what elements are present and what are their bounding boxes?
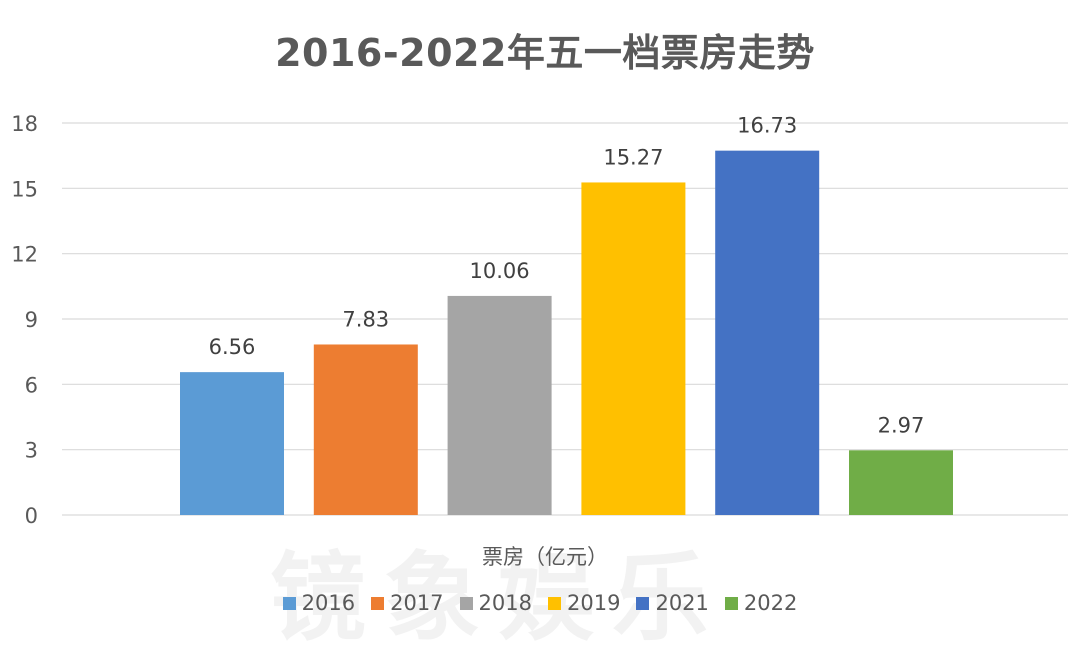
bars bbox=[180, 150, 953, 515]
bar-chart: 0 3 6 9 12 15 18 6.56 7.83 10.06 15.27 16.73 2.97 bbox=[11, 112, 1068, 528]
y-tick-label: 3 bbox=[25, 439, 38, 463]
y-axis-ticks: 0 3 6 9 12 15 18 bbox=[11, 112, 38, 528]
x-axis-label: 票房（亿元） bbox=[482, 545, 608, 569]
legend-label: 2018 bbox=[478, 591, 532, 615]
legend-swatch bbox=[724, 596, 738, 610]
data-label-2018: 10.06 bbox=[470, 259, 530, 283]
bar-2018 bbox=[447, 295, 552, 515]
data-label-2021: 16.73 bbox=[737, 114, 797, 138]
legend-label: 2016 bbox=[301, 591, 356, 615]
data-label-2019: 15.27 bbox=[603, 145, 663, 169]
legend-swatch bbox=[548, 596, 561, 610]
legend-label: 2021 bbox=[655, 591, 709, 615]
bar-2017 bbox=[313, 344, 418, 515]
y-tick-label: 15 bbox=[11, 177, 38, 201]
data-label-2017: 7.83 bbox=[342, 307, 389, 331]
y-tick-label: 0 bbox=[25, 504, 38, 528]
legend-item-2016: 2016 bbox=[282, 591, 356, 615]
legend-swatch bbox=[371, 596, 385, 610]
watermark-text: 镜象娱乐 bbox=[270, 542, 726, 654]
data-labels: 6.56 7.83 10.06 15.27 16.73 2.97 bbox=[209, 114, 925, 438]
legend-item-2022: 2022 bbox=[724, 591, 798, 615]
legend-swatch bbox=[459, 596, 473, 610]
chart-title: 2016-2022年五一档票房走势 bbox=[275, 31, 815, 75]
legend-item-2021: 2021 bbox=[636, 591, 709, 615]
legend-label: 2017 bbox=[390, 591, 444, 615]
data-label-2022: 2.97 bbox=[878, 413, 925, 437]
legend-item-2018: 2018 bbox=[459, 591, 532, 615]
data-label-2016: 6.56 bbox=[209, 335, 256, 359]
legend-label: 2022 bbox=[743, 591, 798, 615]
y-tick-label: 12 bbox=[11, 243, 38, 267]
legend-label: 2019 bbox=[567, 591, 621, 615]
legend-item-2017: 2017 bbox=[371, 591, 444, 615]
legend-swatch bbox=[636, 596, 650, 610]
legend-swatch bbox=[282, 596, 296, 610]
y-tick-label: 9 bbox=[25, 308, 38, 332]
bar-2019 bbox=[581, 182, 686, 515]
y-tick-label: 18 bbox=[11, 112, 38, 136]
legend-item-2019: 2019 bbox=[548, 591, 620, 615]
legend: 2016 2017 2018 2019 2021 2022 bbox=[0, 591, 1080, 615]
y-tick-label: 6 bbox=[25, 373, 38, 397]
bar-2016 bbox=[180, 372, 284, 515]
bar-2022 bbox=[849, 450, 953, 515]
bar-2021 bbox=[715, 150, 820, 515]
